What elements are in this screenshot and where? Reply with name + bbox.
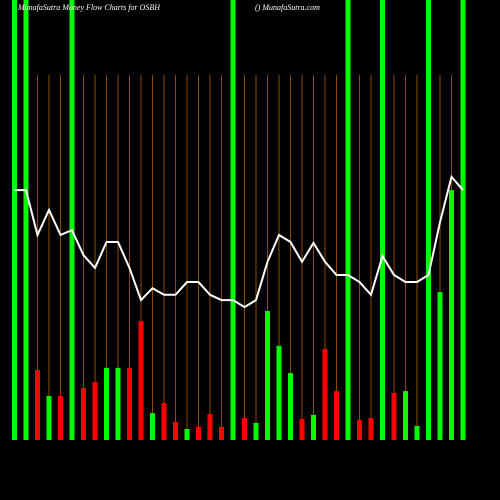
bar [219,426,224,440]
bar [253,422,259,440]
bar [161,403,167,440]
bar [334,391,339,440]
bar [150,413,155,440]
marks [12,0,466,440]
bar [288,373,293,440]
bar [23,0,29,440]
bar [426,0,431,440]
bar [58,396,63,440]
bar [115,367,121,440]
bar [242,418,247,440]
bar [322,348,328,440]
bar [299,418,305,440]
bar [414,425,420,440]
bar [92,381,98,440]
flow-line [14,174,464,309]
bar [46,396,52,440]
bar [35,370,40,440]
bar [69,0,75,440]
bar [311,414,316,440]
bar [403,391,408,440]
bar [265,311,270,440]
bar [230,0,236,440]
bar [81,388,86,440]
chart-title: MunafaSutra Money Flow Charts for OSBH [17,3,161,12]
bar [449,190,454,440]
bar [127,367,132,440]
bar [345,0,351,440]
bar [368,418,374,440]
bar [173,421,178,440]
bar [437,292,443,440]
bar [380,0,385,440]
bar [196,426,201,440]
bar [460,0,466,440]
bar [184,429,190,440]
bar [357,420,362,440]
bar [104,367,109,440]
bar [207,414,213,440]
bar [138,321,144,440]
chart-subtitle: () MunafaSutra.com [255,3,320,12]
bar [12,0,17,440]
guides [14,75,464,440]
bar [276,345,282,440]
bar [391,392,397,440]
